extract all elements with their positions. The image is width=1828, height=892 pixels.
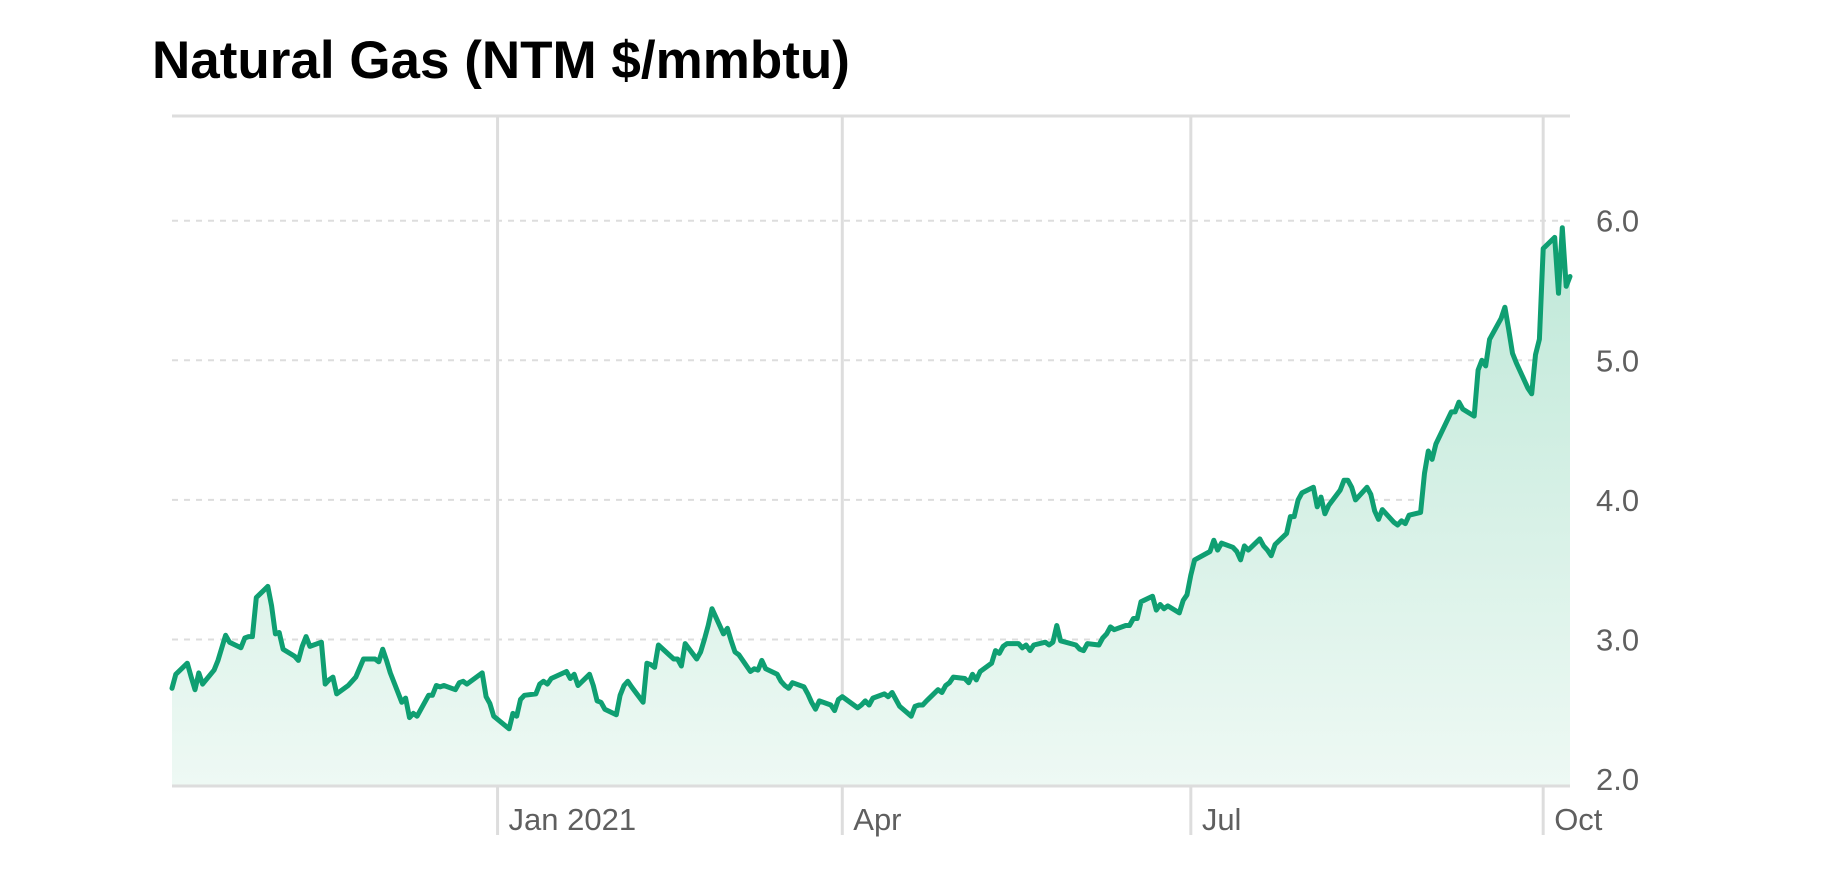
price-line [169, 225, 1573, 732]
y-tick-label: 2.0 [1596, 762, 1639, 797]
y-tick-label: 5.0 [1596, 343, 1639, 378]
x-tick-label: Jul [1202, 802, 1242, 837]
x-tick-label: Apr [853, 802, 901, 837]
y-tick-label: 6.0 [1596, 204, 1639, 239]
price-area-fill [172, 227, 1570, 786]
x-tick-label: Oct [1554, 802, 1603, 837]
chart-title: Natural Gas (NTM $/mmbtu) [152, 31, 850, 90]
y-tick-label: 4.0 [1596, 483, 1639, 518]
axes: 2.0 3.0 4.0 5.0 6.0 Jan 2021 Apr Jul Oct [172, 204, 1639, 837]
x-tick-label: Jan 2021 [509, 802, 637, 837]
y-tick-label: 3.0 [1596, 622, 1639, 657]
